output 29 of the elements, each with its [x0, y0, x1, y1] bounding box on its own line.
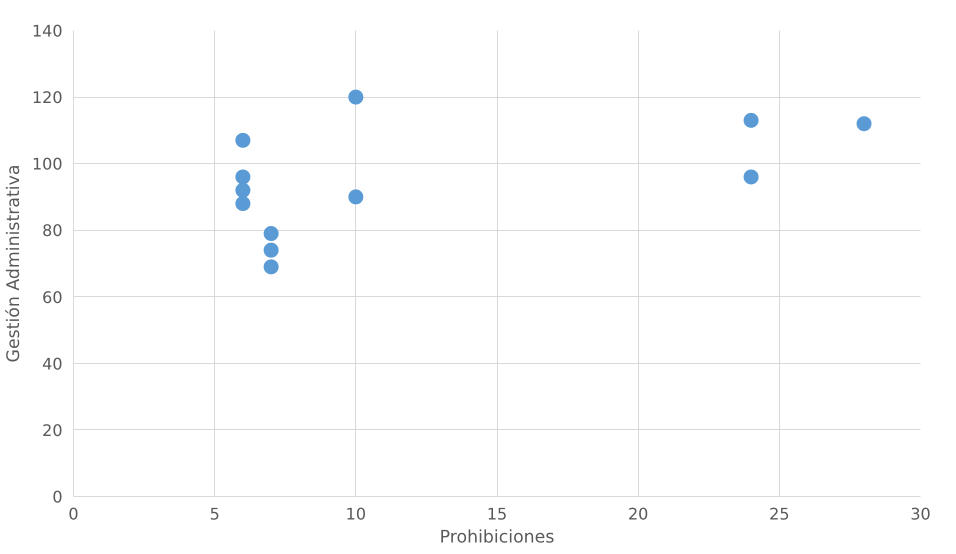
point [235, 196, 250, 212]
y-tick-label: 40 [42, 354, 62, 374]
point [264, 242, 279, 258]
point [235, 182, 250, 198]
point [235, 132, 250, 148]
y-tick-label: 80 [42, 221, 62, 240]
point [744, 112, 759, 128]
point [348, 189, 364, 204]
y-tick-label: 120 [32, 88, 63, 108]
y-tick-label: 20 [42, 420, 62, 440]
x-axis-title: Prohibiciones [440, 528, 554, 548]
point [744, 169, 759, 184]
y-axis-title: Gestión Administrativa [4, 164, 24, 362]
y-tick-label: 100 [32, 154, 63, 174]
x-tick-label: 10 [346, 504, 366, 524]
point [264, 259, 279, 274]
x-tick-label: 20 [628, 504, 648, 524]
point [348, 90, 364, 105]
y-tick-label: 140 [32, 22, 63, 40]
x-tick-label: 15 [486, 504, 508, 524]
point [235, 169, 250, 184]
x-tick-label: 30 [910, 504, 931, 524]
point [856, 116, 872, 132]
y-tick-label: 0 [52, 488, 63, 506]
x-tick-label: 25 [769, 504, 790, 524]
x-tick-label: 0 [68, 504, 79, 524]
x-tick-label: 5 [210, 504, 220, 524]
y-tick-label: 60 [42, 288, 62, 307]
point [264, 226, 279, 242]
